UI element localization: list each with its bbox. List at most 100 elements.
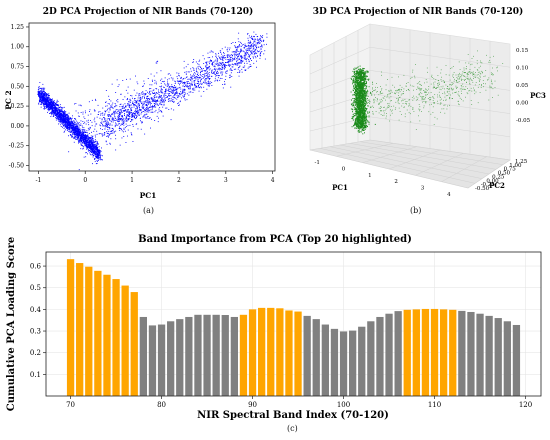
- scatter-point: [109, 115, 110, 116]
- scatter-point: [98, 151, 99, 152]
- scatter-point: [192, 67, 193, 68]
- scatter-point: [124, 129, 125, 130]
- scatter-point: [54, 106, 55, 107]
- scatter-point: [62, 127, 63, 128]
- scatter-point: [115, 131, 116, 132]
- scatter-point: [96, 143, 97, 144]
- scatter-point: [95, 135, 96, 136]
- scatter-point: [96, 131, 97, 132]
- scatter-point: [200, 77, 201, 78]
- scatter-point: [259, 39, 260, 40]
- scatter-point: [222, 72, 223, 73]
- scatter-point: [90, 140, 91, 141]
- scatter-point: [198, 79, 199, 80]
- scatter-point: [86, 124, 87, 125]
- scatter-point: [134, 104, 135, 105]
- scatter-point: [42, 91, 43, 92]
- scatter-point: [115, 92, 116, 93]
- scatter-point: [99, 153, 100, 154]
- scatter-point: [154, 95, 155, 96]
- scatter-point: [126, 121, 127, 122]
- scatter-point: [133, 105, 134, 106]
- scatter-point: [76, 135, 77, 136]
- scatter-point: [204, 75, 205, 76]
- scatter-point: [239, 67, 240, 68]
- scatter-point: [145, 118, 146, 119]
- x-axis-label: PC1: [140, 191, 157, 200]
- scatter-point: [220, 63, 221, 64]
- scatter-point: [201, 96, 202, 97]
- scatter-point: [233, 59, 234, 60]
- scatter-point: [113, 108, 114, 109]
- scatter-point: [129, 106, 130, 107]
- scatter-point: [110, 133, 111, 134]
- scatter-point: [218, 73, 219, 74]
- scatter-point: [163, 101, 164, 102]
- scatter-point: [125, 105, 126, 106]
- scatter-point: [89, 145, 90, 146]
- scatter-point: [220, 73, 221, 74]
- scatter-point: [81, 144, 82, 145]
- scatter-point: [117, 101, 118, 102]
- scatter-point: [135, 76, 136, 77]
- scatter-point: [123, 136, 124, 137]
- scatter-point: [238, 59, 239, 60]
- scatter-point: [352, 117, 353, 118]
- scatter-point: [170, 75, 171, 76]
- scatter-point: [160, 80, 161, 81]
- scatter-point: [174, 85, 175, 86]
- scatter-point: [124, 113, 125, 114]
- scatter-point: [220, 50, 221, 51]
- scatter-point: [86, 152, 87, 153]
- scatter-point: [150, 84, 151, 85]
- scatter-point: [92, 139, 93, 140]
- scatter-point: [161, 104, 162, 105]
- scatter-point: [165, 97, 166, 98]
- scatter-point: [57, 117, 58, 118]
- scatter-point: [189, 85, 190, 86]
- scatter-point: [214, 72, 215, 73]
- scatter-point: [153, 106, 154, 107]
- scatter-point: [108, 116, 109, 117]
- scatter-point: [230, 68, 231, 69]
- scatter-point: [160, 86, 161, 87]
- scatter-point: [94, 121, 95, 122]
- scatter-point: [140, 102, 141, 103]
- scatter-point: [114, 116, 115, 117]
- scatter-point: [167, 79, 168, 80]
- scatter-point: [208, 76, 209, 77]
- scatter-point: [222, 68, 223, 69]
- scatter-point: [41, 90, 42, 91]
- scatter-point: [84, 122, 85, 123]
- scatter-point: [209, 66, 210, 67]
- scatter-point: [54, 105, 55, 106]
- scatter-point: [135, 108, 136, 109]
- scatter-point: [69, 118, 70, 119]
- scatter-point: [208, 81, 209, 82]
- scatter-point: [215, 60, 216, 61]
- scatter-point: [62, 121, 63, 122]
- scatter-point: [87, 146, 88, 147]
- scatter-point: [119, 84, 120, 85]
- scatter-point: [152, 100, 153, 101]
- scatter-point: [44, 105, 45, 106]
- scatter-point: [147, 101, 148, 102]
- scatter-point: [146, 97, 147, 98]
- scatter-point: [104, 111, 105, 112]
- scatter-point: [147, 116, 148, 117]
- scatter-point: [161, 92, 162, 93]
- scatter-point: [91, 142, 92, 143]
- scatter-point: [184, 82, 185, 83]
- scatter-point: [124, 111, 125, 112]
- scatter-point: [127, 112, 128, 113]
- scatter-point: [51, 113, 52, 114]
- scatter-point: [57, 110, 58, 111]
- scatter-point: [80, 133, 81, 134]
- scatter-point: [249, 49, 250, 50]
- scatter-point: [100, 154, 101, 155]
- scatter-point: [74, 131, 75, 132]
- scatter-point: [56, 111, 57, 112]
- scatter-point: [39, 91, 40, 92]
- scatter-point: [70, 124, 71, 125]
- scatter-point: [118, 121, 119, 122]
